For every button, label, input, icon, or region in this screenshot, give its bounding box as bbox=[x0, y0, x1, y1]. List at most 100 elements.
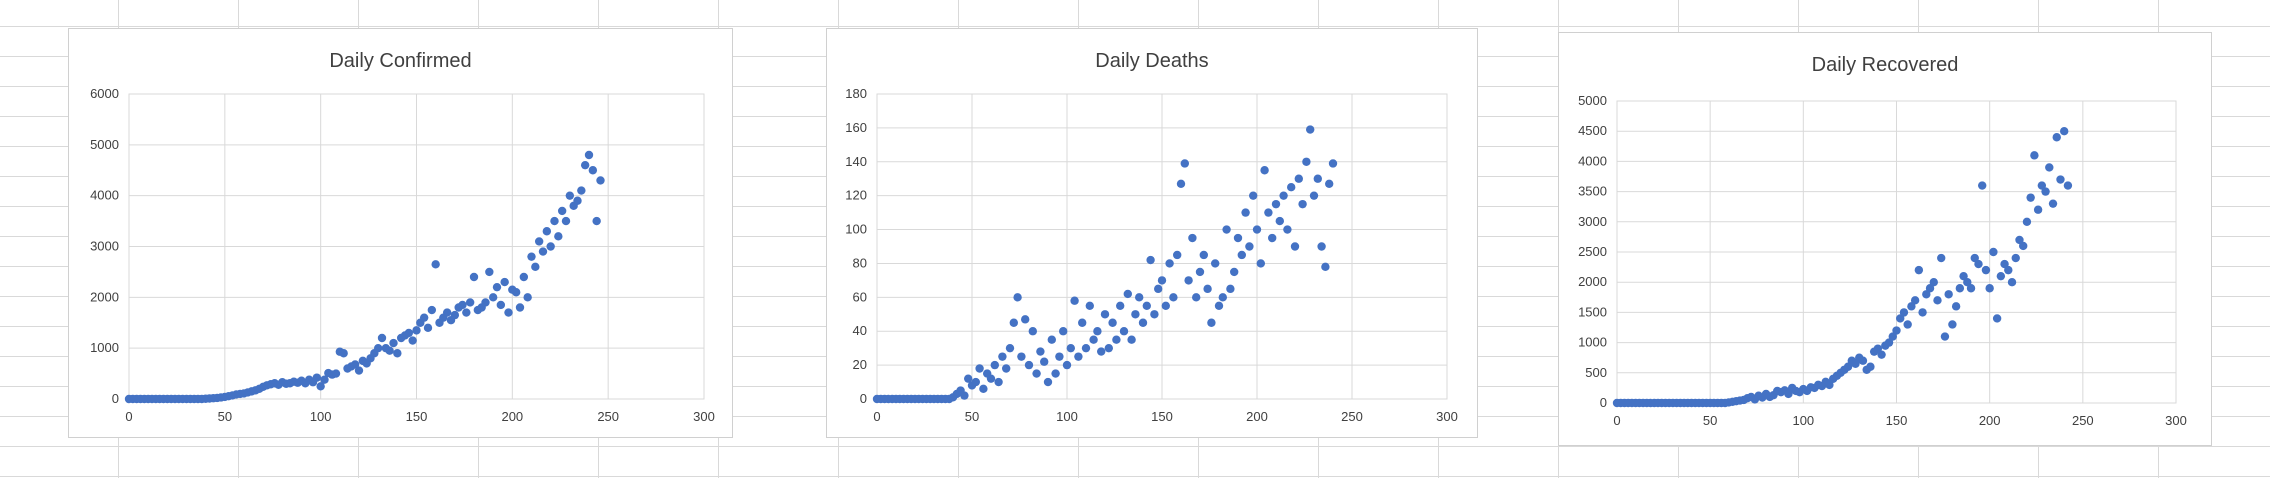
daily-recovered-data-point bbox=[1851, 359, 1860, 368]
daily-confirmed-data-point bbox=[511, 288, 521, 297]
daily-deaths-data-point bbox=[1097, 347, 1106, 356]
daily-deaths-data-point bbox=[1328, 159, 1338, 168]
chart-card-daily-recovered: Daily Recovered 0 500 1000 1500 2000 2500 3000 3… bbox=[1558, 32, 2212, 446]
daily-recovered-data-point bbox=[1940, 332, 1950, 341]
daily-deaths-data-point bbox=[1089, 335, 1098, 344]
daily-recovered-data-point bbox=[2007, 278, 2017, 287]
daily-confirmed-data-point bbox=[404, 328, 414, 338]
daily-deaths-y-tick-label: 60 bbox=[853, 289, 867, 304]
daily-confirmed-data-point bbox=[561, 216, 571, 226]
daily-recovered-data-point bbox=[2019, 241, 2028, 251]
daily-confirmed-data-point bbox=[534, 237, 544, 246]
daily-deaths-data-point bbox=[1131, 310, 1140, 319]
daily-deaths-data-point bbox=[975, 364, 984, 373]
daily-recovered-data-point bbox=[1992, 314, 2002, 323]
daily-recovered-x-tick-label: 250 bbox=[2072, 413, 2094, 428]
daily-deaths-data-point bbox=[1180, 159, 1189, 168]
daily-deaths-data-point bbox=[1169, 293, 1178, 302]
daily-deaths-data-point bbox=[1043, 377, 1053, 387]
daily-recovered-data-point bbox=[1903, 320, 1912, 329]
daily-recovered-y-tick-label: 3500 bbox=[1578, 184, 1607, 199]
daily-confirmed-x-tick-label: 100 bbox=[310, 409, 332, 424]
daily-recovered-y-tick-label: 0 bbox=[1600, 395, 1607, 410]
daily-confirmed-data-point bbox=[592, 216, 601, 226]
daily-confirmed-data-point bbox=[312, 373, 322, 382]
daily-deaths-data-point bbox=[1005, 343, 1015, 353]
daily-deaths-data-point bbox=[1032, 369, 1041, 378]
daily-deaths-data-point bbox=[1047, 335, 1056, 344]
daily-deaths-data-point bbox=[1192, 293, 1201, 302]
daily-confirmed-data-point bbox=[316, 382, 325, 391]
daily-deaths-y-tick-label: 180 bbox=[845, 86, 867, 101]
daily-deaths-data-point bbox=[1211, 259, 1220, 268]
daily-recovered-y-tick-label: 2500 bbox=[1578, 244, 1607, 259]
daily-deaths-x-tick-label: 250 bbox=[1341, 409, 1363, 424]
daily-confirmed-data-point bbox=[485, 267, 494, 277]
daily-deaths-data-point bbox=[1176, 179, 1186, 189]
daily-recovered-y-tick-label: 3000 bbox=[1578, 214, 1607, 229]
daily-deaths-data-point bbox=[1051, 369, 1060, 378]
daily-confirmed-x-tick-label: 200 bbox=[501, 409, 523, 424]
daily-deaths-data-point bbox=[1207, 318, 1216, 327]
daily-recovered-y-tick-label: 500 bbox=[1585, 365, 1607, 380]
daily-confirmed-y-tick-label: 0 bbox=[112, 391, 119, 406]
daily-deaths-data-point bbox=[1146, 255, 1155, 265]
daily-deaths-data-point bbox=[1264, 208, 1273, 217]
daily-deaths-data-point bbox=[971, 377, 980, 387]
daily-recovered-data-point bbox=[1910, 296, 1920, 305]
daily-recovered-data-point bbox=[2033, 205, 2043, 214]
daily-deaths-data-point bbox=[1184, 276, 1193, 285]
daily-confirmed-data-point bbox=[389, 338, 398, 348]
daily-deaths-data-point bbox=[998, 352, 1007, 361]
daily-deaths-data-point bbox=[1256, 259, 1265, 268]
daily-recovered-data-point bbox=[1974, 259, 1983, 269]
daily-confirmed-data-point bbox=[523, 293, 532, 302]
daily-recovered-data-point bbox=[2041, 187, 2050, 196]
daily-recovered-data-point bbox=[1937, 253, 1946, 263]
daily-recovered-data-point bbox=[1877, 350, 1886, 359]
daily-deaths-data-point bbox=[1138, 318, 1148, 327]
daily-confirmed-data-point bbox=[565, 191, 575, 200]
daily-deaths-data-point bbox=[1161, 301, 1170, 311]
daily-deaths-data-point bbox=[1040, 357, 1049, 366]
daily-recovered-data-point bbox=[1955, 284, 1965, 293]
daily-confirmed-data-point bbox=[469, 272, 479, 282]
chart-card-daily-deaths: Daily Deaths 0 20 40 60 80 100 120 140 160 180 0 50 1… bbox=[826, 28, 1478, 438]
daily-confirmed-data-point bbox=[385, 346, 394, 355]
daily-deaths-data-point bbox=[994, 377, 1003, 387]
daily-confirmed-data-point bbox=[320, 375, 329, 384]
chart-daily-recovered: Daily Recovered0500100015002000250030003… bbox=[1578, 54, 2187, 428]
daily-deaths-data-point bbox=[1100, 310, 1110, 319]
daily-deaths-data-point bbox=[1298, 199, 1307, 209]
daily-deaths-data-point bbox=[1230, 267, 1239, 277]
daily-deaths-data-point bbox=[1325, 179, 1334, 189]
daily-deaths-data-point bbox=[1093, 327, 1102, 336]
daily-deaths-data-point bbox=[990, 360, 999, 370]
daily-confirmed-data-point bbox=[492, 282, 502, 292]
daily-deaths-data-point bbox=[1021, 315, 1030, 324]
daily-recovered-x-tick-label: 0 bbox=[1613, 413, 1620, 428]
daily-deaths-data-point bbox=[1302, 157, 1311, 166]
daily-deaths-data-point bbox=[1127, 335, 1136, 344]
daily-recovered-x-tick-label: 50 bbox=[1703, 413, 1717, 428]
daily-deaths-x-tick-label: 100 bbox=[1056, 409, 1078, 424]
daily-deaths-data-point bbox=[1002, 364, 1011, 373]
daily-recovered-data-point bbox=[2048, 199, 2058, 208]
daily-deaths-y-tick-label: 80 bbox=[853, 255, 867, 270]
daily-deaths-data-point bbox=[1271, 199, 1281, 209]
daily-recovered-data-point bbox=[1907, 302, 1916, 311]
daily-deaths-data-point bbox=[1249, 191, 1258, 200]
daily-recovered-data-point bbox=[1918, 308, 1927, 317]
daily-confirmed-data-point bbox=[596, 176, 605, 185]
daily-confirmed-plot-area bbox=[128, 93, 705, 400]
daily-deaths-data-point bbox=[1226, 284, 1235, 294]
daily-deaths-data-point bbox=[1283, 225, 1292, 234]
daily-confirmed-y-tick-label: 4000 bbox=[90, 188, 119, 203]
daily-deaths-data-point bbox=[1260, 166, 1269, 175]
daily-deaths-data-point bbox=[1142, 301, 1151, 311]
daily-recovered-data-point bbox=[2011, 253, 2020, 263]
daily-confirmed-data-point bbox=[377, 333, 387, 343]
daily-confirmed-y-tick-label: 3000 bbox=[90, 239, 119, 254]
daily-recovered-data-point bbox=[1784, 389, 1793, 399]
daily-deaths-y-tick-label: 100 bbox=[845, 222, 867, 237]
